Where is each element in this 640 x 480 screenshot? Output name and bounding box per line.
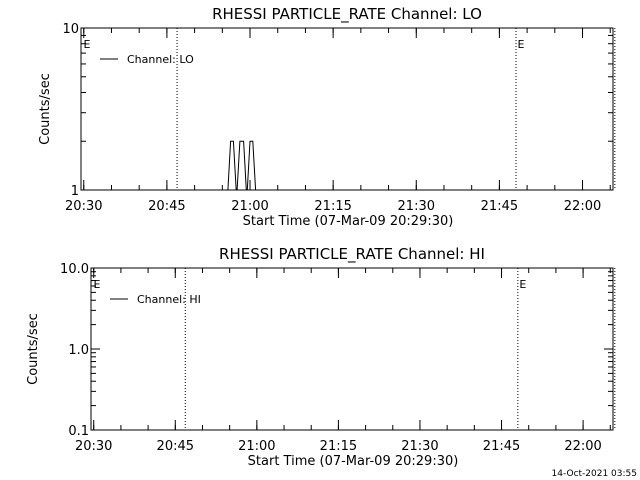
chart2-event-marker-label: E [519, 278, 526, 291]
chart1-x-tick-label: 22:00 [564, 199, 601, 214]
chart1-title: RHESSI PARTICLE_RATE Channel: LO [212, 5, 482, 24]
chart1-x-tick-label: 21:45 [481, 199, 518, 214]
chart2-x-tick-label: 21:15 [320, 439, 357, 454]
chart-panels: RHESSI PARTICLE_RATE Channel: LO 1 10 Count… [26, 5, 616, 469]
chart2-legend-label: Channel: HI [137, 293, 201, 306]
chart2-y-tick-label: 1.0 [68, 343, 89, 358]
chart1-event-marker-label: E [84, 38, 91, 51]
chart1-event-marker-label: E [518, 38, 525, 51]
chart1-x-tick-label: 20:45 [148, 199, 185, 214]
chart1-x-tick-label: 21:30 [398, 199, 435, 214]
chart2-panel: RHESSI PARTICLE_RATE Channel: HI 0.1 1.0 10… [26, 245, 616, 469]
chart2-x-tick-label: 21:30 [401, 439, 438, 454]
chart1-x-axis-label: Start Time (07-Mar-09 20:29:30) [243, 214, 454, 229]
chart2-x-tick-label: 21:00 [238, 439, 275, 454]
chart2-y-tick-label: 10.0 [60, 262, 89, 277]
chart1-x-tick-label: 21:15 [314, 199, 351, 214]
chart1-series-line [81, 140, 613, 191]
chart1-panel: RHESSI PARTICLE_RATE Channel: LO 1 10 Count… [38, 5, 616, 229]
chart1-y-tick-label: 1 [71, 184, 79, 199]
chart2-y-tick-label: 0.1 [68, 424, 89, 439]
chart1-x-tick-label: 21:00 [231, 199, 268, 214]
chart2-x-tick-label: 20:45 [157, 439, 194, 454]
chart2-x-tick-label: 20:30 [75, 439, 112, 454]
chart2-x-tick-label: 21:45 [483, 439, 520, 454]
footer-timestamp: 14-Oct-2021 03:55 [552, 469, 637, 479]
chart2-event-marker-label: E [94, 278, 101, 291]
chart1-y-tick-label: 10 [62, 22, 79, 37]
chart1-y-axis-label: Counts/sec [38, 73, 53, 145]
chart2-y-axis-label: Counts/sec [26, 313, 41, 385]
chart1-x-tick-label: 20:30 [65, 199, 102, 214]
chart2-x-axis-label: Start Time (07-Mar-09 20:29:30) [248, 454, 459, 469]
chart2-x-tick-label: 22:00 [564, 439, 601, 454]
chart1-legend-label: Channel: LO [127, 53, 194, 66]
chart2-title: RHESSI PARTICLE_RATE Channel: HI [219, 245, 485, 264]
